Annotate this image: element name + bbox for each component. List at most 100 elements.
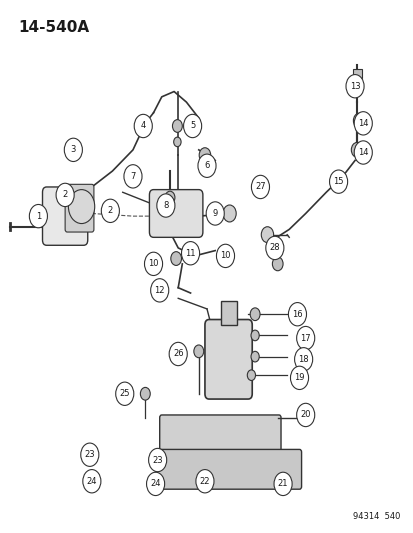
FancyBboxPatch shape [43,187,88,245]
Circle shape [216,244,234,268]
Circle shape [115,382,133,406]
Bar [221,301,237,325]
Circle shape [296,326,314,350]
Circle shape [123,165,142,188]
Circle shape [154,456,161,464]
Text: 13: 13 [349,82,359,91]
Circle shape [206,202,224,225]
Circle shape [290,366,308,390]
Text: 9: 9 [212,209,217,218]
Circle shape [187,246,197,260]
Circle shape [203,475,210,484]
Circle shape [345,75,363,98]
Text: 94314  540: 94314 540 [352,512,399,521]
Circle shape [298,411,308,424]
Circle shape [64,138,82,161]
Text: 22: 22 [199,477,210,486]
Circle shape [247,370,255,381]
Text: 27: 27 [254,182,265,191]
Circle shape [173,137,180,147]
Text: 14-540A: 14-540A [18,20,89,35]
Circle shape [249,308,259,320]
Circle shape [101,199,119,222]
Circle shape [250,330,259,341]
Circle shape [148,448,166,472]
Circle shape [165,191,175,204]
Text: 14: 14 [357,148,368,157]
Circle shape [146,472,164,496]
Text: 6: 6 [204,161,209,170]
Text: 19: 19 [294,373,304,382]
Circle shape [351,82,361,96]
Text: 24: 24 [150,479,161,488]
Text: 21: 21 [277,479,287,488]
Text: 14: 14 [357,119,368,128]
Circle shape [329,170,347,193]
Circle shape [171,252,181,265]
Text: 2: 2 [107,206,113,215]
Text: 1: 1 [36,212,41,221]
Circle shape [288,303,306,326]
FancyBboxPatch shape [159,415,280,457]
Circle shape [134,114,152,138]
Text: 17: 17 [300,334,310,343]
Circle shape [169,342,187,366]
FancyBboxPatch shape [65,184,94,232]
Circle shape [152,475,159,484]
Text: 16: 16 [292,310,302,319]
Circle shape [183,114,201,138]
Text: 4: 4 [140,122,145,131]
Text: 8: 8 [163,201,168,210]
Text: 2: 2 [62,190,68,199]
Text: 10: 10 [148,260,159,268]
Circle shape [218,246,228,260]
Circle shape [294,348,312,371]
Circle shape [223,205,236,222]
Circle shape [265,236,283,260]
Circle shape [157,194,175,217]
FancyBboxPatch shape [149,190,202,237]
FancyBboxPatch shape [204,319,252,399]
Text: 25: 25 [119,389,130,398]
Text: 23: 23 [152,456,163,465]
Circle shape [193,345,203,358]
Bar [352,69,361,78]
Text: 20: 20 [300,410,310,419]
Circle shape [354,112,371,135]
Circle shape [273,472,292,496]
Text: 24: 24 [86,477,97,486]
Circle shape [83,470,101,493]
Circle shape [251,175,269,199]
Circle shape [272,257,282,271]
Circle shape [140,387,150,400]
Circle shape [296,403,314,426]
Circle shape [68,190,95,223]
Circle shape [181,241,199,265]
Text: 7: 7 [130,172,135,181]
Circle shape [150,279,169,302]
Text: 28: 28 [269,244,280,253]
Circle shape [56,183,74,207]
Circle shape [172,119,182,132]
Text: 26: 26 [173,350,183,359]
Circle shape [354,141,371,164]
Circle shape [261,227,273,243]
Circle shape [86,475,93,484]
Circle shape [279,477,286,486]
Circle shape [199,148,210,163]
Circle shape [250,351,259,362]
Text: 5: 5 [190,122,195,131]
Text: 10: 10 [220,252,230,261]
Circle shape [195,470,214,493]
Text: 23: 23 [84,450,95,459]
Text: 12: 12 [154,286,164,295]
Circle shape [197,154,216,177]
Circle shape [88,454,95,463]
Text: 15: 15 [332,177,343,186]
FancyBboxPatch shape [155,449,301,489]
Text: 18: 18 [298,355,308,364]
Circle shape [351,142,362,157]
Circle shape [29,205,47,228]
Circle shape [353,114,364,128]
Text: 3: 3 [71,146,76,155]
